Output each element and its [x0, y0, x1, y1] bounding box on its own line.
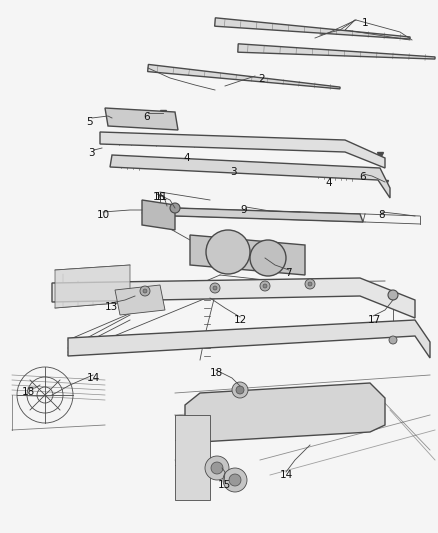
- Text: 18: 18: [210, 368, 223, 378]
- Circle shape: [263, 284, 267, 288]
- Circle shape: [206, 230, 250, 274]
- Circle shape: [236, 386, 244, 394]
- Text: 14: 14: [87, 373, 100, 383]
- Circle shape: [140, 286, 150, 296]
- Circle shape: [143, 289, 147, 293]
- Circle shape: [210, 283, 220, 293]
- Polygon shape: [52, 278, 415, 318]
- Circle shape: [250, 240, 286, 276]
- Polygon shape: [55, 265, 130, 308]
- Text: 8: 8: [378, 210, 385, 220]
- Polygon shape: [215, 18, 410, 39]
- Text: 4: 4: [183, 153, 190, 163]
- Circle shape: [213, 286, 217, 290]
- Text: 6: 6: [359, 172, 366, 182]
- Text: 13: 13: [105, 302, 118, 312]
- Circle shape: [229, 474, 241, 486]
- Polygon shape: [105, 108, 178, 130]
- Polygon shape: [110, 155, 390, 198]
- Polygon shape: [115, 285, 165, 315]
- Text: 14: 14: [280, 470, 293, 480]
- Polygon shape: [142, 200, 175, 230]
- Text: 18: 18: [22, 387, 35, 397]
- Text: 3: 3: [88, 148, 95, 158]
- Text: 9: 9: [240, 205, 247, 215]
- Text: 15: 15: [218, 480, 231, 490]
- Circle shape: [232, 382, 248, 398]
- Circle shape: [205, 456, 229, 480]
- Text: 6: 6: [143, 112, 150, 122]
- Text: 7: 7: [285, 268, 292, 278]
- Text: 2: 2: [258, 74, 265, 84]
- Polygon shape: [185, 383, 385, 442]
- Circle shape: [389, 336, 397, 344]
- Circle shape: [308, 282, 312, 286]
- Polygon shape: [145, 207, 363, 222]
- Circle shape: [170, 203, 180, 213]
- Text: 1: 1: [362, 18, 369, 28]
- Circle shape: [260, 281, 270, 291]
- Text: 16: 16: [153, 192, 166, 202]
- Text: 17: 17: [368, 315, 381, 325]
- Text: 11: 11: [155, 192, 168, 202]
- Polygon shape: [175, 415, 210, 500]
- Polygon shape: [190, 235, 305, 275]
- Circle shape: [305, 279, 315, 289]
- Text: 4: 4: [325, 178, 332, 188]
- Text: 10: 10: [97, 210, 110, 220]
- Text: 3: 3: [230, 167, 237, 177]
- Text: 5: 5: [86, 117, 92, 127]
- Circle shape: [223, 468, 247, 492]
- Polygon shape: [148, 64, 340, 89]
- Text: 12: 12: [234, 315, 247, 325]
- Polygon shape: [68, 320, 430, 358]
- Circle shape: [211, 462, 223, 474]
- Polygon shape: [238, 44, 435, 59]
- Circle shape: [388, 290, 398, 300]
- Polygon shape: [100, 132, 385, 168]
